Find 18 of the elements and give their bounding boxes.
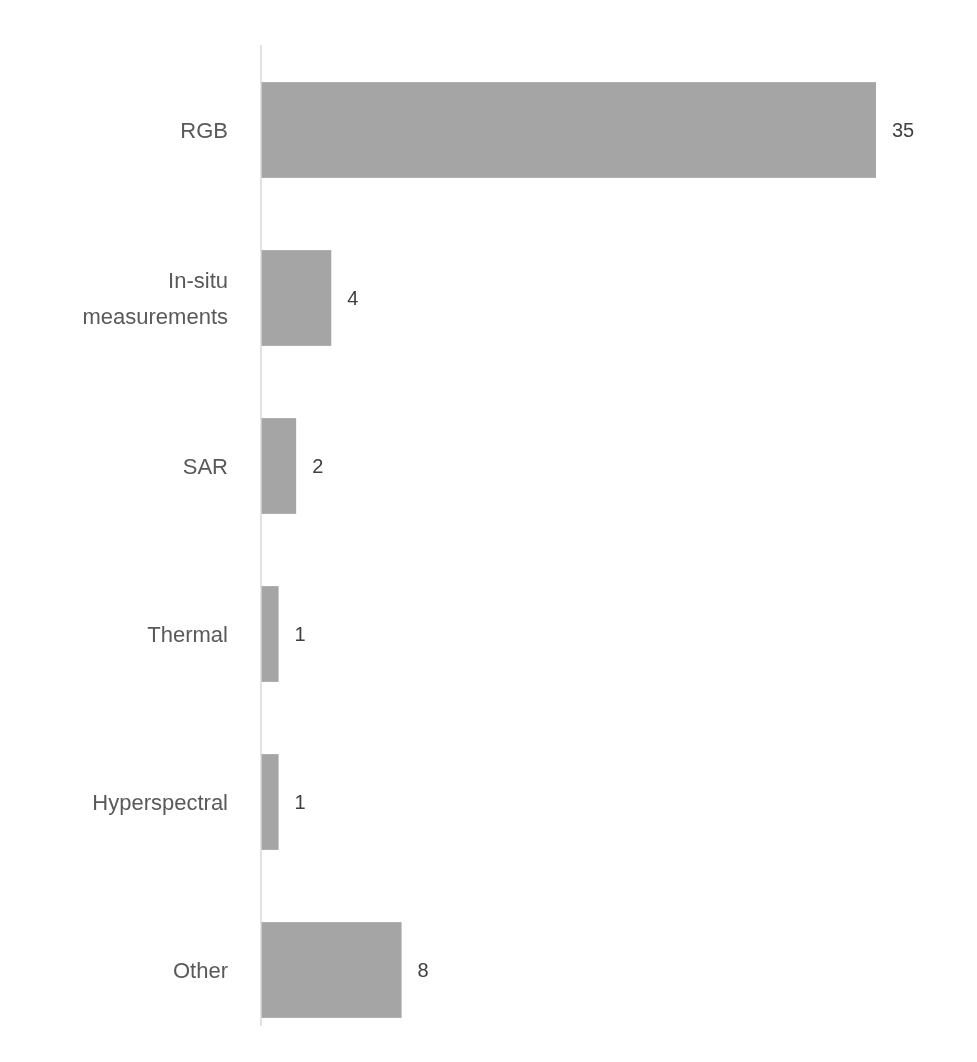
bar (261, 586, 279, 682)
y-tick-label: Hyperspectral (92, 789, 228, 815)
data-label: 2 (312, 455, 324, 477)
data-label: 8 (417, 959, 429, 981)
bar (261, 922, 402, 1018)
data-label: 1 (294, 623, 306, 645)
bar (261, 250, 332, 346)
y-tick-label: Other (172, 957, 228, 983)
y-tick-label: Thermal (147, 621, 228, 647)
data-label: 4 (347, 287, 359, 309)
data-label: 1 (294, 791, 306, 813)
bar (261, 82, 876, 178)
y-tick-label: RGB (180, 117, 228, 143)
bar (261, 754, 279, 850)
y-tick-label: SAR (182, 453, 228, 479)
bar (261, 418, 297, 514)
y-tick-label: In-situ measurements (82, 267, 228, 329)
data-label: 35 (892, 119, 915, 141)
